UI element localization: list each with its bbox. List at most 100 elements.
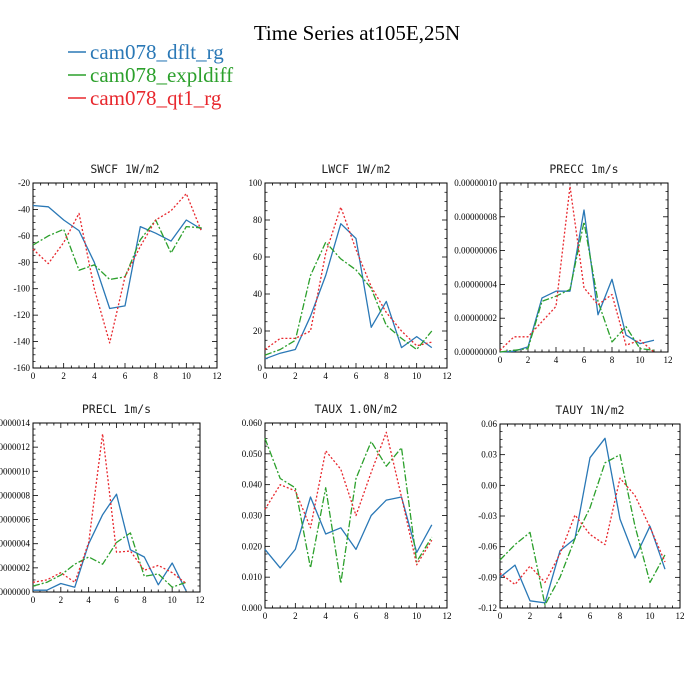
y-tick-label: 0.00000000 <box>454 347 497 357</box>
y-tick-label: 0.00 <box>481 480 497 490</box>
x-tick-label: 6 <box>582 355 587 365</box>
x-tick-label: 4 <box>558 611 563 621</box>
x-tick-label: 12 <box>443 371 452 381</box>
plot-frame <box>32 422 201 593</box>
series-line-dflt <box>32 204 203 310</box>
y-tick-label: 0000014 <box>0 418 31 428</box>
series-line-expldiff <box>32 219 202 281</box>
x-tick-label: 2 <box>293 611 298 621</box>
y-tick-label: 0000008 <box>0 490 31 500</box>
panel-title: PRECC 1m/s <box>549 162 618 176</box>
x-tick-label: 2 <box>61 371 66 381</box>
figure-title: Time Series at105E,25N <box>254 21 460 45</box>
x-tick-label: 12 <box>664 355 673 365</box>
x-tick-label: 4 <box>92 371 97 381</box>
series-line-dflt <box>499 437 666 604</box>
x-tick-label: 8 <box>142 595 147 605</box>
legend-entry-expldiff: cam078_expldiff <box>68 63 233 87</box>
series-line-expldiff <box>499 221 655 353</box>
x-tick-label: 6 <box>588 611 593 621</box>
panel-3: PRECL 1m/s 0 2 4 6 8 10 12 0000000 0000002 0000004… <box>0 402 205 605</box>
y-tick-label: 0000004 <box>0 539 31 549</box>
y-tick-label: 60 <box>253 252 263 262</box>
panel-1: LWCF 1W/m2 0 2 4 6 8 10 12 0 20 40 60 80 100 <box>249 162 452 381</box>
panels: SWCF 1W/m2 0 2 4 6 8 10 12 -160 -140 -120 -100 -80 -6… <box>0 162 685 621</box>
series-line-dflt <box>499 209 655 353</box>
x-tick-label: 6 <box>354 371 359 381</box>
series-line-expldiff <box>264 241 433 356</box>
y-tick-label: -0.03 <box>478 511 497 521</box>
x-tick-label: 6 <box>354 611 359 621</box>
y-tick-label: 0.00000002 <box>454 313 497 323</box>
y-tick-label: 0.010 <box>242 572 263 582</box>
x-tick-label: 0 <box>263 371 268 381</box>
x-tick-label: 10 <box>636 355 646 365</box>
y-tick-label: 0000002 <box>0 563 30 573</box>
panel-5: TAUY 1N/m2 0 2 4 6 8 10 12 -0.12 -0.09 -0.06 -0.03 0… <box>478 403 684 621</box>
legend: cam078_dflt_rg cam078_expldiff cam078_qt… <box>68 40 233 110</box>
legend-label-qt1: cam078_qt1_rg <box>90 86 222 110</box>
y-tick-label: 0.06 <box>481 419 497 429</box>
series-line-qt1 <box>32 433 187 585</box>
x-tick-label: 2 <box>528 611 533 621</box>
series-line-dflt <box>264 496 433 569</box>
y-tick-label: 0.03 <box>481 450 497 460</box>
y-tick-label: -20 <box>18 178 30 188</box>
panel-4: TAUX 1.0N/m2 0 2 4 6 8 10 12 0.000 0.010 0.020 0.03… <box>242 402 452 621</box>
x-tick-label: 8 <box>618 611 623 621</box>
y-tick-label: 0000000 <box>0 587 31 597</box>
y-tick-label: -60 <box>18 231 30 241</box>
x-tick-label: 4 <box>323 371 328 381</box>
y-tick-label: 0.000 <box>242 603 263 613</box>
y-tick-label: -120 <box>14 310 31 320</box>
x-tick-label: 8 <box>610 355 615 365</box>
legend-label-dflt: cam078_dflt_rg <box>90 40 224 64</box>
x-tick-label: 6 <box>114 595 119 605</box>
x-tick-label: 12 <box>443 611 452 621</box>
y-tick-label: 0.00000006 <box>454 246 497 256</box>
x-tick-label: 0 <box>498 611 503 621</box>
panel-0: SWCF 1W/m2 0 2 4 6 8 10 12 -160 -140 -120 -100 -80 -6… <box>14 162 222 381</box>
panel-title: TAUX 1.0N/m2 <box>314 402 397 416</box>
y-tick-label: 100 <box>249 178 263 188</box>
panel-title: LWCF 1W/m2 <box>321 162 390 176</box>
y-tick-label: -0.09 <box>478 572 497 582</box>
x-tick-label: 0 <box>263 611 268 621</box>
y-tick-label: 0.00000008 <box>454 212 497 222</box>
y-tick-label: -0.12 <box>478 603 497 613</box>
y-tick-label: 0.050 <box>242 449 263 459</box>
x-tick-label: 2 <box>59 595 64 605</box>
x-tick-label: 4 <box>554 355 559 365</box>
y-tick-label: 80 <box>253 215 263 225</box>
y-tick-label: 0.060 <box>242 418 263 428</box>
x-tick-label: 12 <box>213 371 222 381</box>
x-tick-label: 0 <box>498 355 503 365</box>
y-tick-label: 0.030 <box>242 511 263 521</box>
y-tick-label: 0.020 <box>242 541 263 551</box>
x-tick-label: 8 <box>384 371 389 381</box>
y-tick-label: -0.06 <box>478 542 497 552</box>
x-tick-label: 6 <box>123 371 128 381</box>
y-tick-label: -140 <box>14 337 31 347</box>
plot-frame <box>264 182 448 369</box>
series-line-qt1 <box>499 185 655 353</box>
x-tick-label: 12 <box>196 595 205 605</box>
y-tick-label: 20 <box>253 326 263 336</box>
x-tick-label: 2 <box>293 371 298 381</box>
x-tick-label: 10 <box>168 595 178 605</box>
x-tick-label: 10 <box>646 611 656 621</box>
y-tick-label: -40 <box>18 204 30 214</box>
legend-entry-dflt: cam078_dflt_rg <box>68 40 224 64</box>
panel-title: SWCF 1W/m2 <box>90 162 159 176</box>
series-line-qt1 <box>264 206 432 351</box>
series-line-expldiff <box>499 454 666 606</box>
y-tick-label: 40 <box>253 289 263 299</box>
y-tick-label: -100 <box>14 284 31 294</box>
plot-frame <box>499 423 681 609</box>
x-tick-label: 12 <box>676 611 685 621</box>
x-tick-label: 8 <box>384 611 389 621</box>
y-tick-label: 0000006 <box>0 515 31 525</box>
series-line-dflt <box>264 223 433 360</box>
x-tick-label: 10 <box>412 371 422 381</box>
x-tick-label: 4 <box>86 595 91 605</box>
